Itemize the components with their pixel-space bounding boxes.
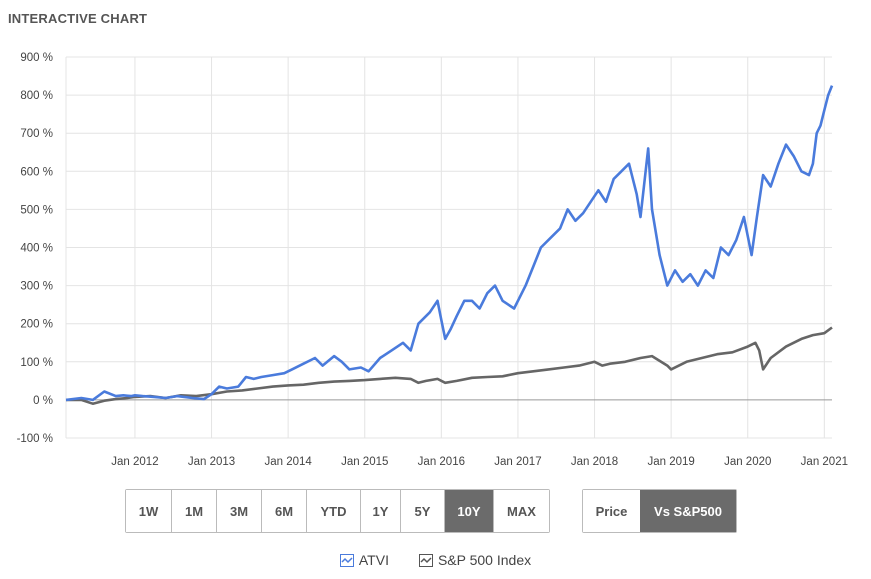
range-button-ytd[interactable]: YTD — [307, 490, 361, 532]
y-tick-label: 300 % — [20, 281, 53, 293]
x-tick-label: Jan 2020 — [724, 456, 771, 468]
y-tick-label: 100 % — [20, 357, 53, 369]
series-lines — [65, 85, 834, 406]
range-button-10y[interactable]: 10Y — [445, 490, 494, 532]
series-line-atvi — [65, 85, 834, 402]
y-tick-label: 800 % — [20, 90, 53, 102]
legend-label-atvi: ATVI — [358, 552, 389, 568]
interactive-chart[interactable]: -100 % 0 % 100 % 200 % 300 % 400 % 500 % 600 % 7… — [0, 0, 871, 470]
time-range-selector: 1W 1M 3M 6M YTD 1Y 5Y 10Y MAX — [125, 489, 550, 533]
y-tick-label: 0 % — [33, 395, 53, 407]
x-tick-label: Jan 2021 — [801, 456, 848, 468]
x-axis-labels: Jan 2012 Jan 2013 Jan 2014 Jan 2015 Jan 2016… — [111, 456, 848, 468]
vs-sp500-mode-button[interactable]: Vs S&P500 — [640, 490, 736, 532]
horizontal-gridlines — [66, 56, 832, 439]
y-tick-label: 900 % — [20, 52, 53, 64]
price-mode-button[interactable]: Price — [583, 490, 640, 532]
chart-title: INTERACTIVE CHART — [8, 11, 148, 26]
range-button-1m[interactable]: 1M — [172, 490, 217, 532]
x-tick-label: Jan 2019 — [647, 456, 694, 468]
legend-label-sp500: S&P 500 Index — [437, 552, 532, 568]
y-tick-label: 400 % — [20, 243, 53, 255]
x-tick-label: Jan 2018 — [571, 456, 618, 468]
legend-item-sp500[interactable]: S&P 500 Index — [418, 552, 532, 568]
range-button-1w[interactable]: 1W — [126, 490, 172, 532]
range-button-5y[interactable]: 5Y — [401, 490, 445, 532]
line-chart-icon — [418, 553, 433, 567]
line-chart-icon — [339, 553, 354, 567]
range-button-max[interactable]: MAX — [494, 490, 549, 532]
x-tick-label: Jan 2015 — [341, 456, 388, 468]
series-line-sp500 — [66, 326, 833, 406]
y-tick-label: -100 % — [17, 433, 53, 445]
legend-item-atvi[interactable]: ATVI — [339, 552, 389, 568]
x-tick-label: Jan 2013 — [188, 456, 235, 468]
range-button-1y[interactable]: 1Y — [361, 490, 401, 532]
x-tick-label: Jan 2012 — [111, 456, 158, 468]
range-button-3m[interactable]: 3M — [217, 490, 262, 532]
y-axis-labels: -100 % 0 % 100 % 200 % 300 % 400 % 500 % 600 % 7… — [17, 52, 53, 445]
range-button-6m[interactable]: 6M — [262, 490, 307, 532]
y-tick-label: 500 % — [20, 204, 53, 216]
comparison-mode-selector: Price Vs S&P500 — [582, 489, 737, 533]
y-tick-label: 600 % — [20, 166, 53, 178]
y-tick-label: 700 % — [20, 128, 53, 140]
y-tick-label: 200 % — [20, 319, 53, 331]
x-tick-label: Jan 2014 — [264, 456, 312, 468]
x-tick-label: Jan 2016 — [418, 456, 465, 468]
chart-legend: ATVI S&P 500 Index — [0, 552, 871, 568]
x-tick-label: Jan 2017 — [494, 456, 541, 468]
